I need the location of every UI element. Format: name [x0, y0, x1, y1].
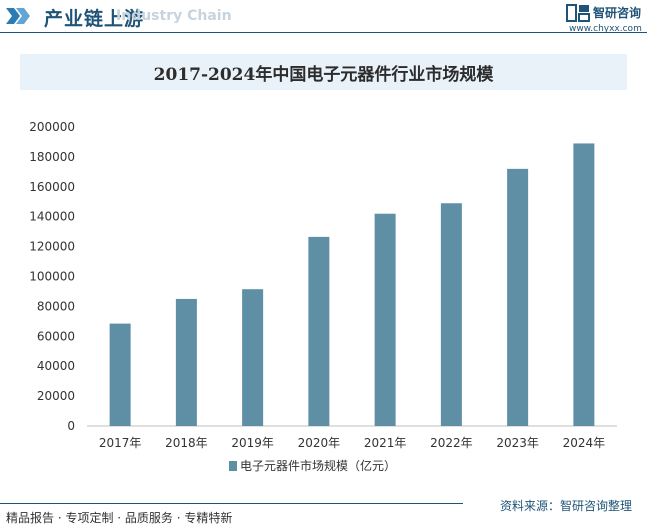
section-subtitle: Industry Chain [116, 8, 232, 24]
footer-tagline: 精品报告 · 专项定制 · 品质服务 · 专精特新 [6, 511, 233, 525]
y-tick-label: 180000 [29, 150, 75, 164]
x-tick-label: 2017年 [99, 436, 142, 450]
bar-1 [175, 298, 197, 426]
source-note: 资料来源：智研咨询整理 [500, 499, 633, 513]
x-tick-label: 2022年 [430, 436, 473, 450]
brand-name: 智研咨询 [593, 6, 642, 20]
x-tick-label: 2019年 [231, 436, 274, 450]
bar-3 [308, 236, 330, 426]
legend-swatch [229, 461, 237, 471]
double-chevron-icon [6, 8, 30, 24]
x-tick-label: 2021年 [364, 436, 407, 450]
y-tick-label: 100000 [29, 270, 75, 284]
brand-logo-icon [566, 4, 590, 22]
y-tick-label: 120000 [29, 240, 75, 254]
footer-divider [0, 503, 463, 504]
x-tick-label: 2020年 [298, 436, 341, 450]
y-tick-label: 60000 [37, 329, 75, 343]
brand-url: www.chyxx.com [569, 24, 642, 34]
page-header: 产业链上游 Industry Chain 智研咨询 www.chyxx.com [0, 0, 647, 36]
bar-5 [440, 203, 462, 426]
bar-6 [507, 168, 529, 427]
section-title: 产业链上游 [44, 8, 145, 30]
bar-7 [573, 143, 595, 426]
x-tick-label: 2024年 [563, 436, 606, 450]
bar-2 [242, 289, 264, 426]
chart-title: 2017-2024年中国电子元器件行业市场规模 [153, 64, 494, 85]
bar-4 [374, 213, 396, 426]
y-tick-label: 80000 [37, 299, 75, 313]
x-tick-label: 2018年 [165, 436, 208, 450]
y-tick-label: 40000 [37, 359, 75, 373]
y-tick-label: 0 [67, 419, 75, 433]
y-tick-label: 160000 [29, 180, 75, 194]
y-tick-label: 200000 [29, 120, 75, 134]
x-tick-label: 2023年 [496, 436, 539, 450]
y-tick-label: 20000 [37, 389, 75, 403]
y-tick-label: 140000 [29, 210, 75, 224]
header-divider [0, 32, 647, 33]
legend-label: 电子元器件市场规模（亿元） [240, 458, 396, 473]
bar-0 [109, 323, 131, 426]
chart-title-band: 2017-2024年中国电子元器件行业市场规模 [20, 54, 627, 90]
